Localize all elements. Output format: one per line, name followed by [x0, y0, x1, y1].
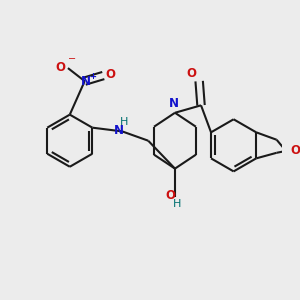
Text: O: O: [290, 144, 300, 158]
Text: O: O: [106, 68, 116, 81]
Text: N: N: [113, 124, 123, 137]
Text: O: O: [56, 61, 65, 74]
Text: N: N: [169, 97, 179, 110]
Text: H: H: [172, 199, 181, 209]
Text: −: −: [68, 54, 76, 64]
Text: H: H: [120, 117, 128, 127]
Text: N: N: [81, 75, 91, 88]
Text: O: O: [187, 67, 197, 80]
Text: O: O: [165, 189, 175, 202]
Text: +: +: [90, 72, 97, 81]
